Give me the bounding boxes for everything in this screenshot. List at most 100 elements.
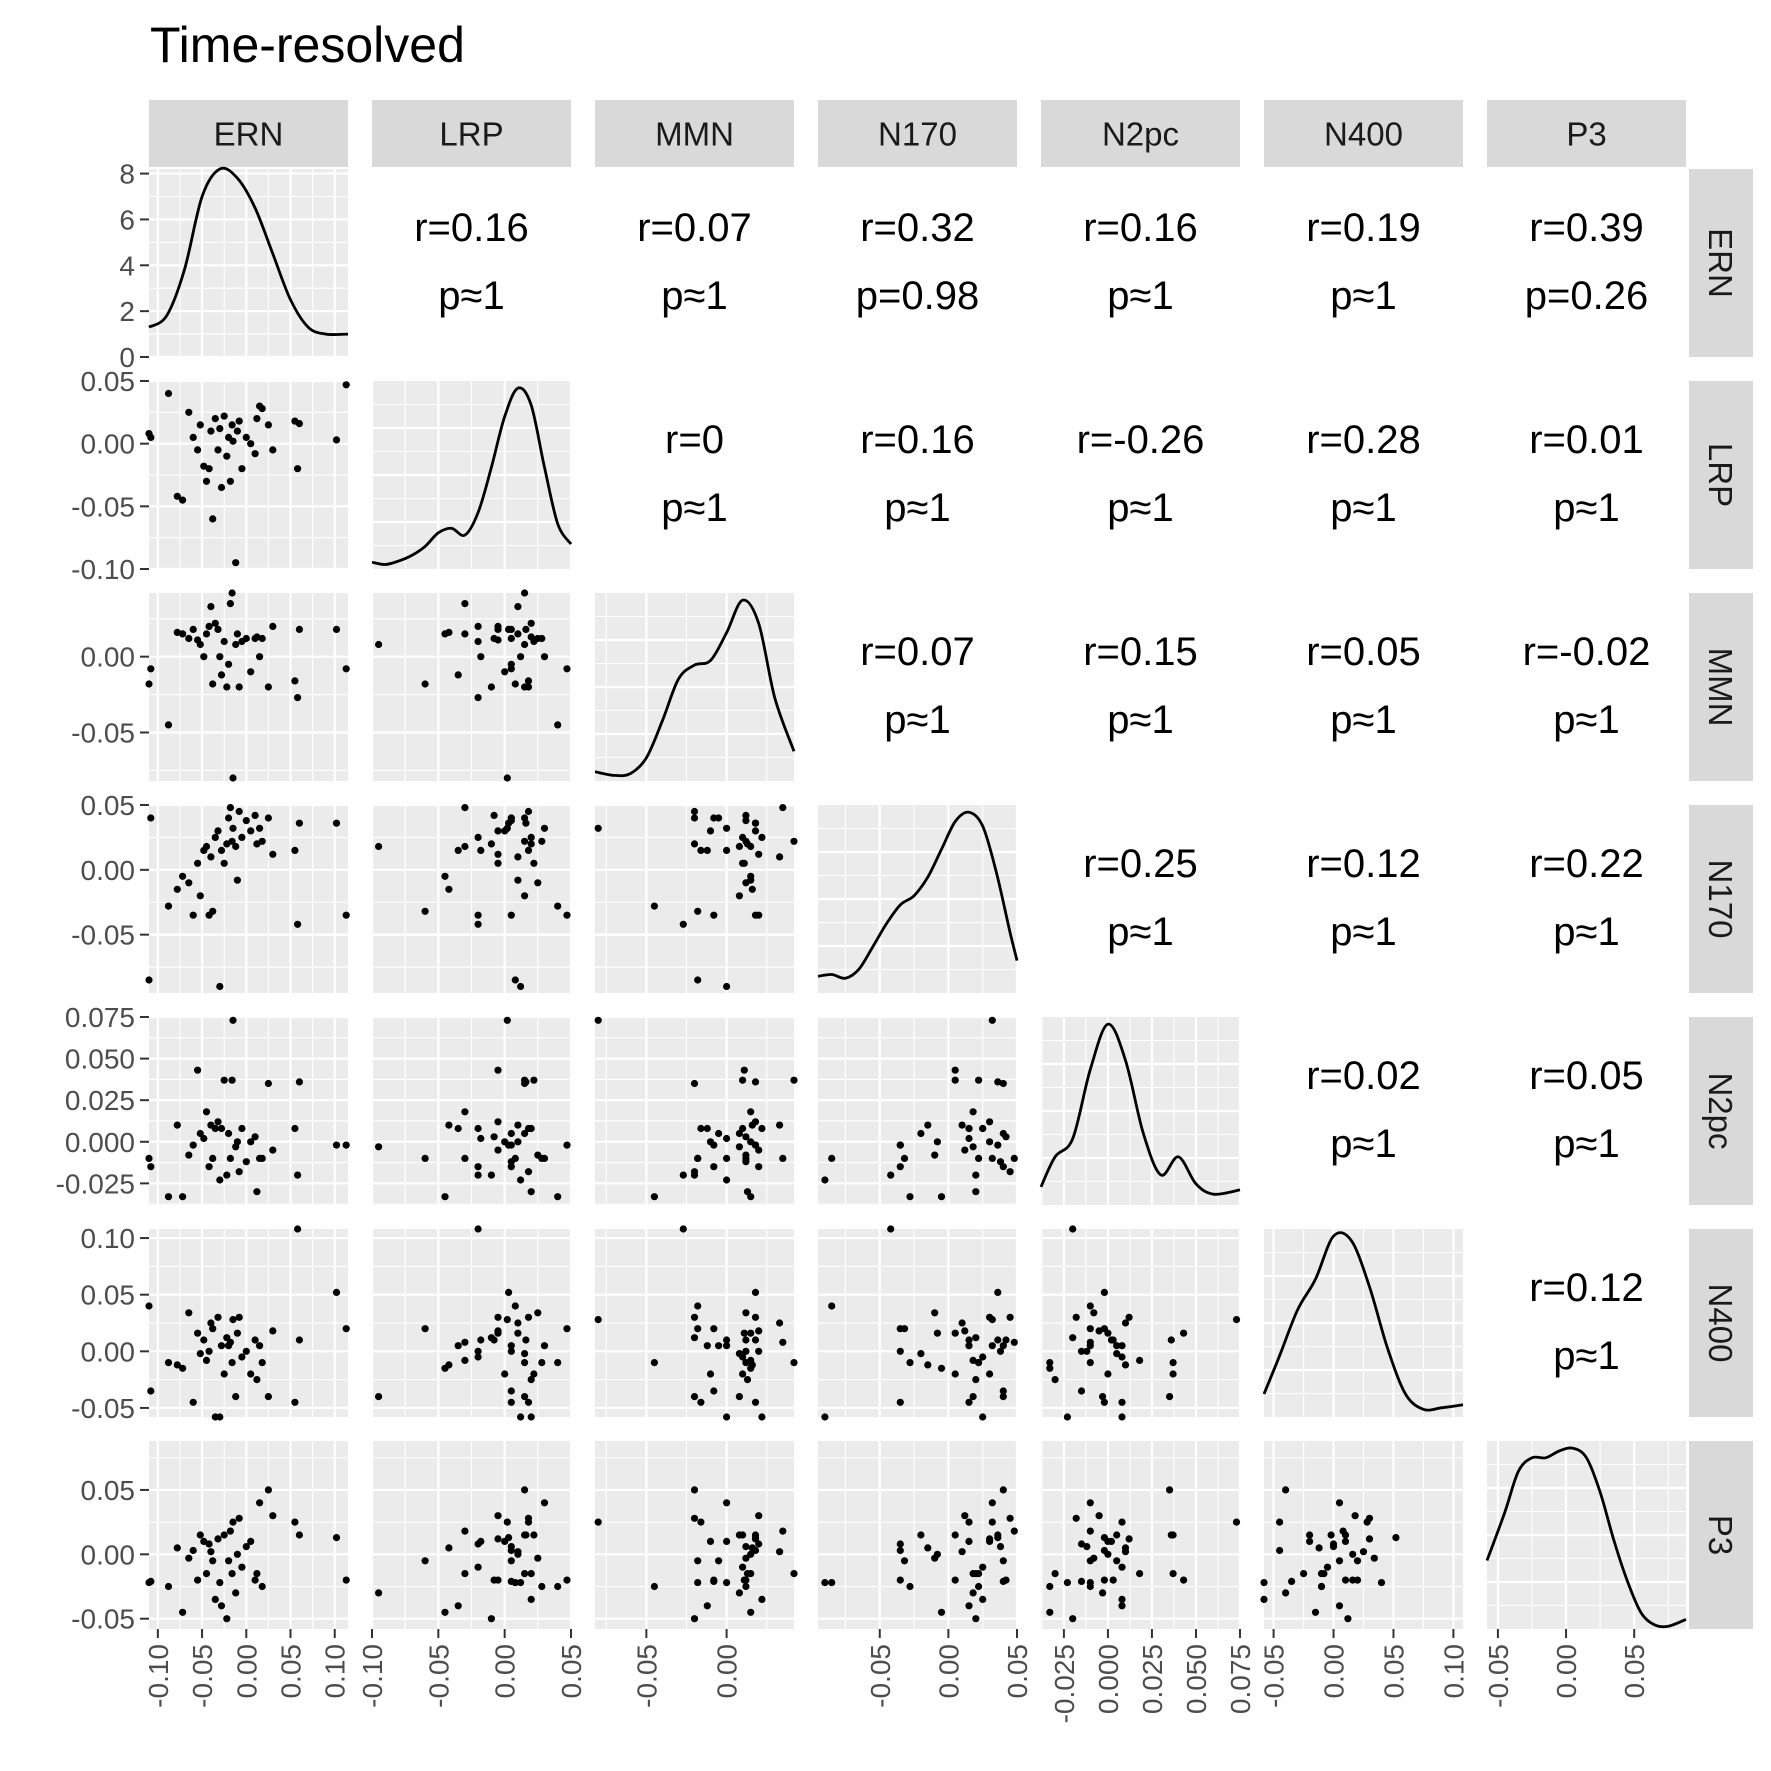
scatter-point: [256, 824, 264, 832]
scatter-point: [164, 1193, 173, 1201]
scatter-point: [999, 1393, 1007, 1401]
y-axis-ern: 0 2 4 6 8: [119, 159, 149, 373]
scatter-point: [1282, 1486, 1290, 1494]
scatter-point: [715, 1342, 723, 1350]
scatter-point: [690, 1334, 699, 1342]
scatter-point: [251, 1133, 259, 1141]
scatter-point: [216, 1579, 224, 1587]
scatter-point: [969, 1393, 977, 1401]
scatter-point: [474, 637, 482, 646]
scatter-point: [233, 427, 241, 435]
strip-top-label-n400: N400: [1324, 116, 1403, 153]
corr-panel-lrp-n2pc: r=-0.26 p≈1: [1077, 418, 1205, 530]
scatter-point: [226, 477, 234, 485]
scatter-point: [743, 1570, 752, 1578]
scatter-point: [972, 1615, 980, 1623]
strip-top-mmn: [595, 100, 794, 167]
scatter-point: [723, 1134, 731, 1143]
scatter-point: [723, 1176, 731, 1184]
x-tick-label: -0.05: [865, 1644, 896, 1708]
strip-right-lrp: [1689, 381, 1753, 569]
scatter-point: [494, 622, 502, 631]
scatter-point: [517, 1413, 525, 1421]
corr-p-label: p≈1: [1553, 910, 1619, 954]
scatter-point: [521, 640, 529, 649]
scatter-point: [723, 1154, 731, 1162]
scatter-point: [896, 1546, 904, 1555]
scatter-point: [461, 600, 469, 608]
scatter-point: [924, 1361, 932, 1369]
y-tick-label: 0.00: [81, 1539, 136, 1570]
scatter-point: [965, 1124, 973, 1133]
scatter-point: [690, 1168, 699, 1176]
panel-background: [149, 1017, 348, 1205]
scatter-point: [975, 1154, 983, 1162]
scatter-point: [223, 683, 231, 691]
y-tick-label: 2: [119, 296, 135, 327]
corr-panel-n170-p3: r=0.22 p≈1: [1529, 842, 1644, 954]
scatter-point: [1306, 1531, 1314, 1539]
scatter-point: [554, 1359, 562, 1367]
x-tick-label: 0.10: [320, 1644, 351, 1699]
corr-p-label: p≈1: [1553, 1122, 1619, 1166]
scatter-point: [511, 1579, 519, 1587]
scatter-point: [690, 1514, 699, 1522]
scatter-point: [233, 630, 241, 638]
scatter-point: [251, 1576, 259, 1584]
scatter-point: [269, 1512, 277, 1520]
scatter-point: [521, 1350, 529, 1358]
panel-background: [595, 805, 794, 993]
scatter-point: [235, 1168, 243, 1176]
scatter-point: [514, 603, 522, 611]
scatter-point: [1113, 1350, 1121, 1358]
scatter-point: [494, 859, 502, 867]
scatter-point: [776, 1121, 784, 1129]
scatter-point: [375, 640, 383, 649]
scatter-point: [202, 630, 211, 638]
scatter-point: [164, 389, 173, 398]
scatter-point: [1167, 1336, 1175, 1344]
scatter-point: [1002, 1133, 1010, 1141]
scatter-point: [487, 1171, 495, 1179]
scatter-point: [958, 1319, 966, 1327]
scatter-point: [979, 1413, 987, 1421]
scatter-point: [735, 842, 744, 851]
scatter-point: [742, 1543, 750, 1551]
strip-top-n170: [818, 100, 1017, 167]
panel-p3-mmn: [594, 1441, 798, 1629]
scatter-point: [735, 1589, 744, 1597]
scatter-point: [1118, 1342, 1126, 1350]
corr-panel-n170-n2pc: r=0.25 p≈1: [1083, 842, 1198, 954]
scatter-point: [332, 1141, 341, 1149]
scatter-point: [521, 1393, 529, 1401]
scatter-point: [342, 381, 350, 389]
scatter-point: [522, 1531, 530, 1539]
scatter-point: [896, 1540, 904, 1548]
scatter-point: [697, 1518, 705, 1526]
scatter-point: [487, 1615, 495, 1623]
scatter-point: [1121, 1544, 1130, 1552]
scatter-point: [1351, 1512, 1359, 1520]
scatter-point: [196, 1350, 204, 1358]
scatter-point: [189, 625, 197, 634]
scatter-point: [421, 1557, 429, 1565]
scatter-point: [216, 1176, 224, 1184]
corr-r-label: r=-0.02: [1523, 630, 1651, 674]
scatter-point: [477, 653, 485, 661]
x-tick-label: 0.05: [1002, 1644, 1033, 1699]
scatter-point: [755, 1347, 763, 1355]
scatter-point: [220, 1370, 228, 1378]
scatter-point: [461, 630, 469, 638]
scatter-point: [185, 879, 193, 887]
scatter-point: [332, 436, 341, 444]
scatter-point: [1365, 1535, 1374, 1543]
panel-background: [149, 593, 348, 781]
scatter-point: [207, 603, 215, 611]
x-tick-label: -0.10: [143, 1644, 174, 1708]
scatter-point: [1125, 1535, 1133, 1543]
scatter-point: [454, 1124, 462, 1133]
x-tick-label: 0.025: [1137, 1644, 1168, 1714]
scatter-point: [214, 827, 222, 835]
scatter-point: [209, 907, 217, 915]
scatter-point: [269, 1146, 277, 1154]
